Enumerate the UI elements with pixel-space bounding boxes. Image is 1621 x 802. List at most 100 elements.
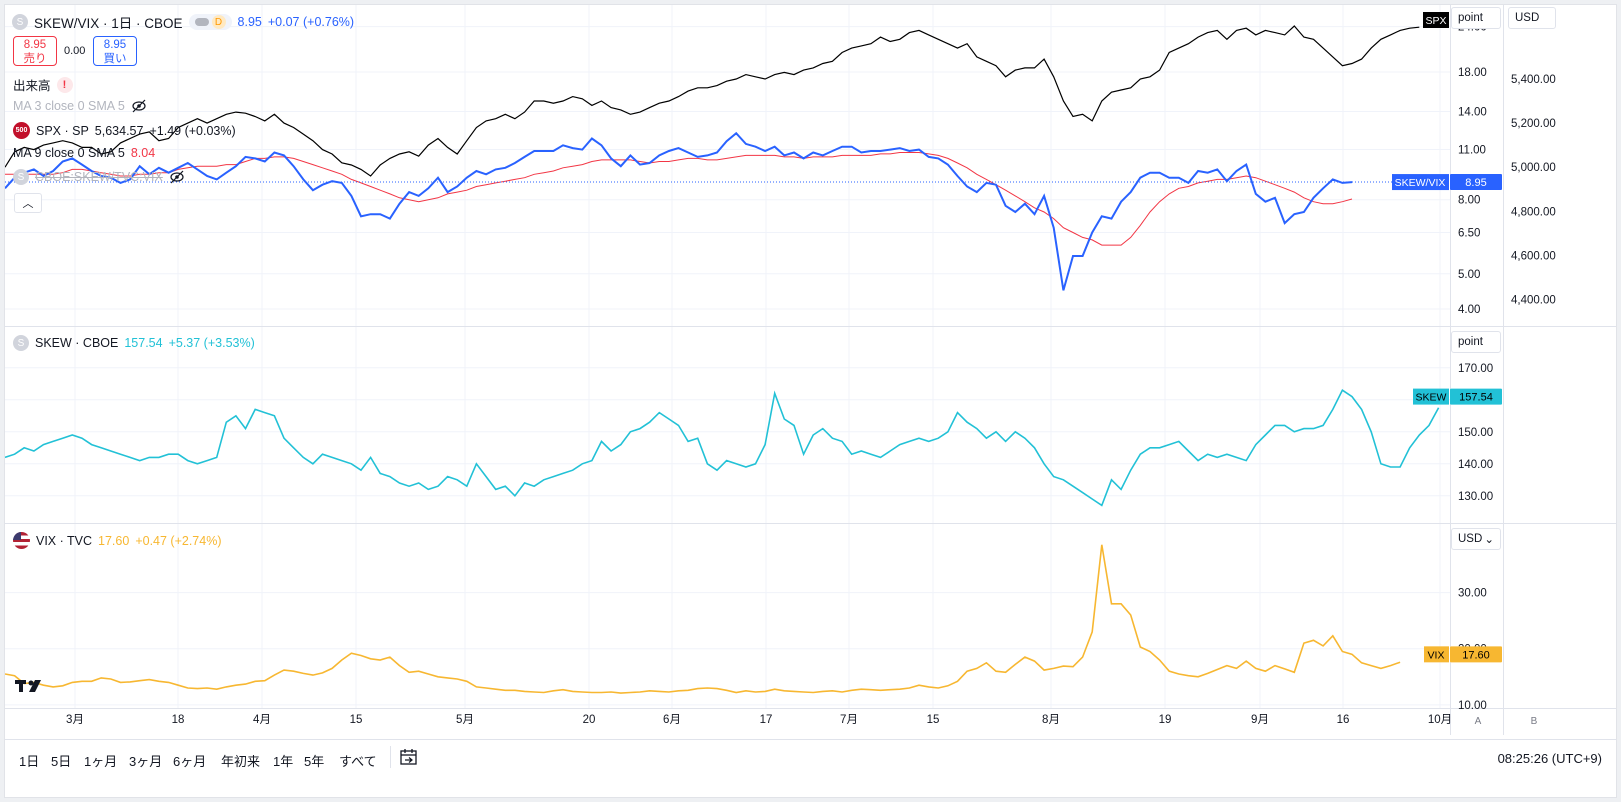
spx-tag-bg (1423, 12, 1449, 28)
x-tick-label: 8月 (1042, 714, 1060, 726)
x-tick-label: 3月 (66, 714, 84, 726)
spx-legend: 500 SPX · SP 5,634.57 +1.49 (+0.03%) (13, 122, 236, 139)
skew-name-tag: SKEW (1416, 392, 1447, 404)
skew-y-tick-label: 130.00 (1458, 491, 1493, 503)
period-button[interactable]: 5日 (51, 754, 72, 769)
buy-label: 買い (103, 53, 127, 65)
period-button[interactable]: 年初来 (221, 754, 261, 769)
volume-label[interactable]: 出来高 (13, 79, 51, 93)
ratio-name-tag: SKEW/VIX (1395, 177, 1446, 189)
left-y-tick-label: 5.00 (1458, 269, 1480, 281)
left-y-tick-label: 8.00 (1458, 195, 1480, 207)
hidden-eye-icon[interactable] (131, 99, 147, 113)
x-tick-label: 19 (1159, 714, 1172, 726)
spx-value: 5,634.57 (94, 123, 144, 138)
vix-line (5, 544, 1401, 694)
symbol-title[interactable]: SKEW/VIX · 1日 · CBOE (34, 16, 183, 31)
skew-label[interactable]: SKEW · CBOE (35, 336, 119, 350)
right-y-tick-label: 5,200.00 (1511, 118, 1556, 130)
x-tick-label: 20 (583, 714, 596, 726)
spx-change: +1.49 (+0.03%) (149, 123, 236, 138)
vix-label[interactable]: VIX · TVC (36, 533, 93, 548)
toggle-icon (194, 18, 209, 26)
skew-name-tag-bg (1413, 388, 1449, 405)
buy-price: 8.95 (103, 39, 127, 51)
ma9-legend: MA 9 close 0 SMA 5 8.04 (13, 146, 155, 160)
interval-pill[interactable]: D (188, 14, 232, 30)
spx-tag: SPX (1425, 15, 1446, 27)
right-y-tick-label: 4,400.00 (1511, 295, 1556, 307)
x-tick-label: 17 (760, 714, 773, 726)
skew-y-tick-label: 150.00 (1458, 427, 1493, 439)
skew-y-tick-label: 170.00 (1458, 363, 1493, 375)
chart-app: 3月184月155月206月177月158月199月1610月AB24.0018… (4, 4, 1617, 798)
left-y-tick-label: 6.50 (1458, 227, 1480, 239)
period-button[interactable]: すべて (339, 754, 377, 769)
ma9-label[interactable]: MA 9 close 0 SMA 5 (13, 146, 125, 160)
ratio-label[interactable]: CBOE:SKEW/TVC:VIX (35, 170, 163, 184)
sell-price: 8.95 (23, 39, 47, 51)
period-button[interactable]: 3ヶ月 (129, 754, 163, 769)
pane1-scale-mode[interactable]: point (1451, 7, 1501, 29)
left-y-tick-label: 14.00 (1458, 107, 1487, 119)
period-button[interactable]: 1年 (273, 754, 294, 769)
right-y-tick-label: 5,400.00 (1511, 74, 1556, 86)
x-tick-label: 18 (172, 714, 185, 726)
ratio-logo-icon: S (13, 169, 29, 185)
pane3-currency-select[interactable]: USD ⌄ (1451, 528, 1501, 550)
plot-background (5, 5, 1616, 708)
x-tick-label: 9月 (1251, 714, 1269, 726)
toolbar-divider (390, 746, 391, 768)
pane1-currency[interactable]: USD (1508, 7, 1556, 29)
volume-legend: 出来高 ! (13, 75, 73, 94)
ma3-label[interactable]: MA 3 close 0 SMA 5 (13, 99, 125, 113)
vix-y-tick-label: 30.00 (1458, 588, 1487, 600)
pane2-scale-mode[interactable]: point (1451, 331, 1501, 353)
vix-name-tag: VIX (1428, 649, 1445, 661)
vix-name-tag-bg (1424, 646, 1449, 663)
chart-canvas[interactable]: 3月184月155月206月177月158月199月1610月AB24.0018… (5, 5, 1617, 798)
x-tick-label: 10月 (1428, 714, 1452, 726)
ratio-name-tag-bg (1392, 174, 1449, 191)
left-y-tick-label: 18.00 (1458, 67, 1487, 79)
period-button[interactable]: 5年 (304, 754, 325, 769)
ma3-legend: MA 3 close 0 SMA 5 (13, 99, 147, 113)
skew-legend: S SKEW · CBOE 157.54 +5.37 (+3.53%) (13, 335, 255, 351)
warning-icon[interactable]: ! (56, 76, 73, 93)
interval-badge: D (211, 15, 226, 29)
skew-last-label: 157.54 (1459, 392, 1493, 404)
x-tick-label: 15 (350, 714, 363, 726)
ratio-legend: S CBOE:SKEW/TVC:VIX (13, 169, 185, 185)
sell-button[interactable]: 8.95 売り (13, 36, 57, 66)
clock[interactable]: 08:25:26 (UTC+9) (1497, 751, 1602, 766)
right-y-tick-label: 4,600.00 (1511, 250, 1556, 262)
skew-line (5, 389, 1440, 507)
sell-label: 売り (23, 53, 47, 65)
period-button[interactable]: 1ヶ月 (84, 754, 118, 769)
spx-label[interactable]: SPX · SP (36, 123, 89, 138)
vix-last-label: 17.60 (1462, 649, 1490, 661)
period-button[interactable]: 1日 (19, 754, 40, 769)
skew-logo-icon: S (13, 335, 29, 351)
left-y-tick-label: 11.00 (1458, 145, 1486, 157)
calendar-goto-icon[interactable] (399, 747, 419, 767)
last-price: 8.95 (237, 15, 262, 29)
chevron-down-icon: ⌄ (1484, 534, 1494, 546)
right-y-tick-label: 4,800.00 (1511, 206, 1556, 218)
auto-scale-button: A (1475, 716, 1482, 727)
collapse-legend-button[interactable]: ︿ (14, 193, 42, 213)
vix-change: +0.47 (+2.74%) (135, 533, 222, 548)
right-y-tick-label: 5,000.00 (1511, 162, 1556, 174)
x-tick-label: 4月 (253, 714, 271, 726)
spx-line (5, 25, 1420, 177)
ma-line (5, 152, 1353, 246)
bottom-toolbar (5, 739, 1616, 797)
skew-change: +5.37 (+3.53%) (168, 336, 255, 350)
x-tick-label: 16 (1337, 714, 1350, 726)
period-button[interactable]: 6ヶ月 (173, 754, 207, 769)
hidden-eye-icon[interactable] (169, 170, 185, 184)
buy-button[interactable]: 8.95 買い (93, 36, 137, 66)
ma9-value: 8.04 (130, 146, 156, 160)
x-tick-label: 5月 (456, 714, 474, 726)
tradingview-logo-icon[interactable] (15, 678, 49, 694)
